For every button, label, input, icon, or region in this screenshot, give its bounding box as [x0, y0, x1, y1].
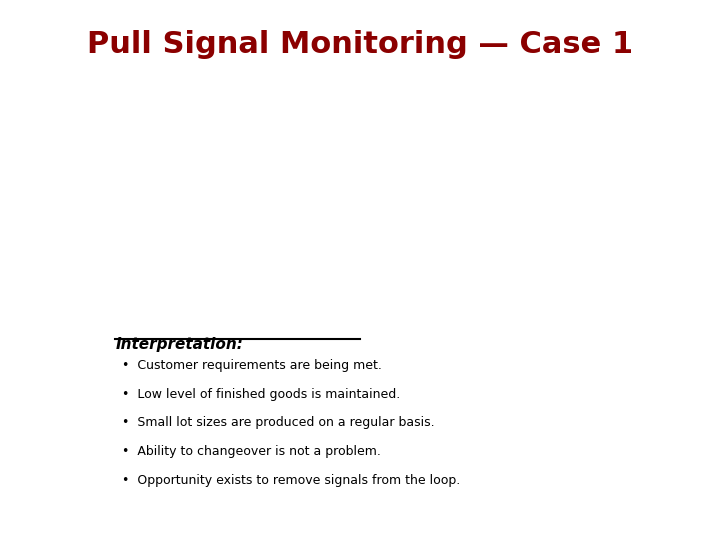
Text: Green Zone: Green Zone: [600, 242, 665, 252]
Text: •  Small lot sizes are produced on a regular basis.: • Small lot sizes are produced on a regu…: [122, 416, 435, 429]
Text: Yellow Zone: Yellow Zone: [599, 134, 665, 144]
Text: Max Signals in Loop: Max Signals in Loop: [551, 59, 654, 69]
Text: Interpretation:: Interpretation:: [115, 338, 243, 353]
X-axis label: Days: Days: [384, 352, 422, 366]
Text: •  Low level of finished goods is maintained.: • Low level of finished goods is maintai…: [122, 388, 400, 401]
Text: •  Customer requirements are being met.: • Customer requirements are being met.: [122, 359, 382, 372]
Text: # Signals
On Board: # Signals On Board: [47, 146, 103, 174]
Text: •  Ability to changeover is not a problem.: • Ability to changeover is not a problem…: [122, 445, 382, 458]
Text: Pull Signal Monitoring — Case 1: Pull Signal Monitoring — Case 1: [87, 30, 633, 59]
Text: •  Opportunity exists to remove signals from the loop.: • Opportunity exists to remove signals f…: [122, 474, 461, 487]
Text: Red Zone: Red Zone: [612, 85, 665, 95]
